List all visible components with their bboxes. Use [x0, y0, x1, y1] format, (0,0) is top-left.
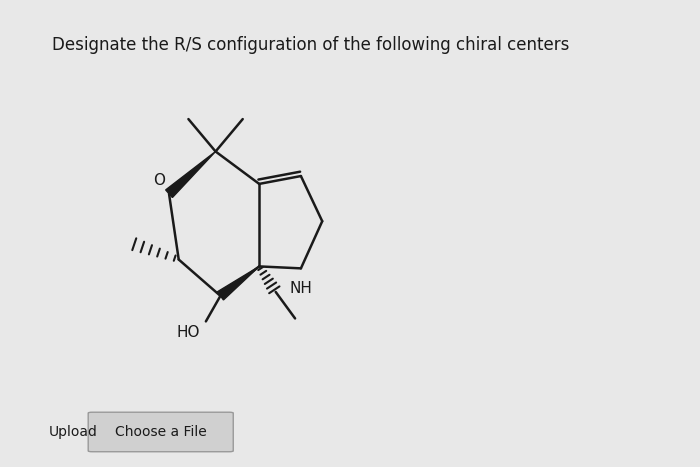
Text: Upload: Upload [49, 425, 98, 439]
Polygon shape [218, 266, 259, 300]
Polygon shape [166, 151, 216, 198]
Text: O: O [153, 173, 165, 188]
Text: Designate the R/S configuration of the following chiral centers: Designate the R/S configuration of the f… [52, 36, 569, 54]
Text: HO: HO [176, 325, 200, 340]
Text: Choose a File: Choose a File [115, 425, 206, 439]
Text: NH: NH [289, 281, 312, 296]
FancyBboxPatch shape [88, 412, 233, 452]
